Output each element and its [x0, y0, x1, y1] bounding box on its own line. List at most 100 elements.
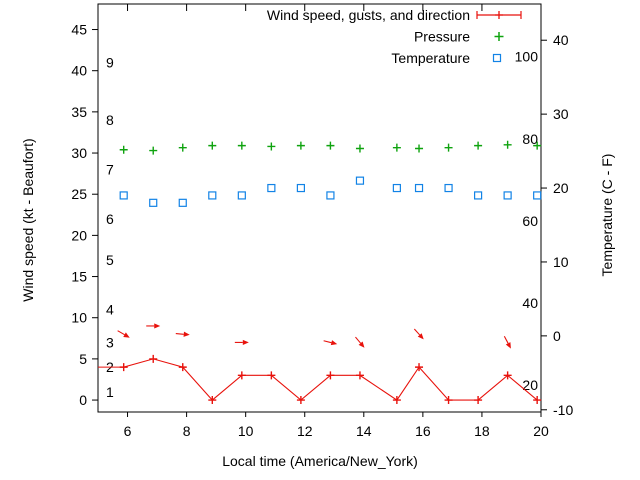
temperature-marker	[414, 183, 424, 193]
gust-arrow-shaft	[323, 340, 332, 344]
gust-arrow-head	[242, 339, 249, 346]
pressure-marker	[503, 140, 512, 149]
gust-arrow-head	[154, 323, 161, 329]
legend-entry: Wind speed, gusts, and direction	[267, 7, 522, 23]
wind_speed-marker	[267, 371, 276, 380]
y-left-tick-label: 35	[71, 104, 87, 120]
gust-arrow-head	[358, 341, 365, 348]
wind_speed-marker	[533, 396, 542, 405]
series-temperature	[119, 176, 542, 207]
pressure-marker	[444, 143, 453, 152]
wind_speed-marker	[296, 396, 305, 405]
y-right-tick-label: 30	[553, 106, 569, 122]
beaufort-scale-label: 7	[106, 162, 114, 178]
y-right-tick-label: 0	[553, 328, 561, 344]
gust-arrow-shaft	[413, 328, 421, 336]
fahrenheit-scale-label: 100	[515, 49, 539, 65]
pressure-marker	[392, 143, 401, 152]
wind_speed-marker	[208, 396, 217, 405]
temperature-marker	[444, 183, 453, 193]
temperature-marker	[267, 183, 276, 193]
temperature-marker	[296, 183, 305, 193]
fahrenheit-scale-label: 60	[522, 213, 538, 229]
gust-arrow-head	[330, 340, 338, 346]
y-left-tick-label: 45	[71, 22, 87, 38]
gust-arrow-head	[123, 332, 130, 338]
temperature-marker	[178, 198, 187, 207]
gust-arrow-head	[183, 331, 190, 337]
legend-sample-marker	[495, 11, 503, 19]
legend: Wind speed, gusts, and direction Pressure…	[267, 7, 522, 66]
series-pressure	[119, 140, 542, 155]
series-wind_speed	[98, 354, 542, 405]
y-left-tick-label: 0	[79, 392, 87, 408]
temperature-marker	[149, 198, 158, 207]
y-right-tick-label: -10	[553, 402, 573, 418]
pressure-marker	[119, 145, 128, 154]
pressure-marker	[149, 146, 158, 155]
x-axis-tick-label: 20	[533, 423, 549, 439]
plot-border	[97, 3, 542, 413]
pressure-marker	[533, 141, 542, 150]
y-right-tick-label: 40	[553, 32, 569, 48]
y-right-tick-label: 20	[553, 180, 569, 196]
temperature-marker	[237, 191, 246, 200]
gust-arrow-shaft	[117, 330, 125, 336]
x-axis-tick-label: 14	[356, 423, 372, 439]
legend-sample-marker	[492, 53, 502, 63]
legend-label: Wind speed, gusts, and direction	[267, 7, 470, 23]
wind_speed-marker	[474, 396, 483, 405]
y-left-tick-label: 40	[71, 63, 87, 79]
y-axis-left-title: Wind speed (kt - Beaufort)	[20, 138, 36, 302]
pressure-marker	[296, 141, 305, 150]
pressure-marker	[267, 142, 276, 151]
temperature-marker	[473, 191, 483, 200]
y-left-tick-label: 25	[71, 186, 87, 202]
legend-entry: Temperature	[391, 50, 502, 66]
pressure-marker	[326, 141, 335, 150]
beaufort-scale-label: 6	[106, 211, 114, 227]
pressure-marker	[237, 141, 246, 150]
temperature-marker	[503, 191, 512, 200]
fahrenheit-scale-label: 80	[522, 131, 538, 147]
series-wind_gust_direction_arrows	[117, 323, 511, 349]
fahrenheit-scale-label: 40	[522, 295, 538, 311]
legend-sample-marker	[494, 32, 504, 41]
beaufort-scale-label: 3	[106, 334, 114, 350]
beaufort-scale-label: 4	[106, 301, 114, 317]
fahrenheit-scale-label: 20	[522, 377, 538, 393]
x-axis-tick-label: 10	[238, 423, 254, 439]
pressure-marker	[208, 141, 217, 150]
x-axis-tick-label: 12	[297, 423, 313, 439]
wind_speed-marker	[149, 354, 158, 363]
temperature-marker	[119, 191, 128, 200]
gust-arrow-shaft	[355, 336, 362, 344]
x-axis-tick-label: 8	[183, 423, 191, 439]
gust-arrow-head	[505, 342, 511, 349]
wind_speed-marker	[355, 371, 364, 380]
y-left-tick-label: 15	[71, 269, 87, 285]
legend-label: Pressure	[414, 29, 470, 45]
x-axis-title: Local time (America/New_York)	[222, 453, 418, 469]
temperature-marker	[392, 183, 401, 193]
wind_speed-marker	[119, 363, 128, 372]
temperature-marker	[326, 191, 335, 200]
wind_speed-marker	[237, 371, 246, 380]
pressure-marker	[178, 143, 187, 152]
y-left-tick-label: 20	[71, 227, 87, 243]
x-axis-tick-label: 18	[474, 423, 490, 439]
pressure-marker	[355, 144, 364, 153]
legend-entry: Pressure	[414, 29, 504, 45]
wind_speed-marker	[503, 371, 512, 380]
wind_speed-marker	[178, 363, 187, 372]
legend-label: Temperature	[391, 50, 470, 66]
gust-arrow-head	[417, 333, 424, 340]
beaufort-scale-label: 8	[106, 112, 114, 128]
y-right-tick-label: 10	[553, 254, 569, 270]
temperature-marker	[208, 191, 217, 200]
beaufort-scale-label: 5	[106, 252, 114, 268]
y-axis-right-title: Temperature (C - F)	[599, 153, 615, 277]
x-axis-tick-label: 16	[415, 423, 431, 439]
